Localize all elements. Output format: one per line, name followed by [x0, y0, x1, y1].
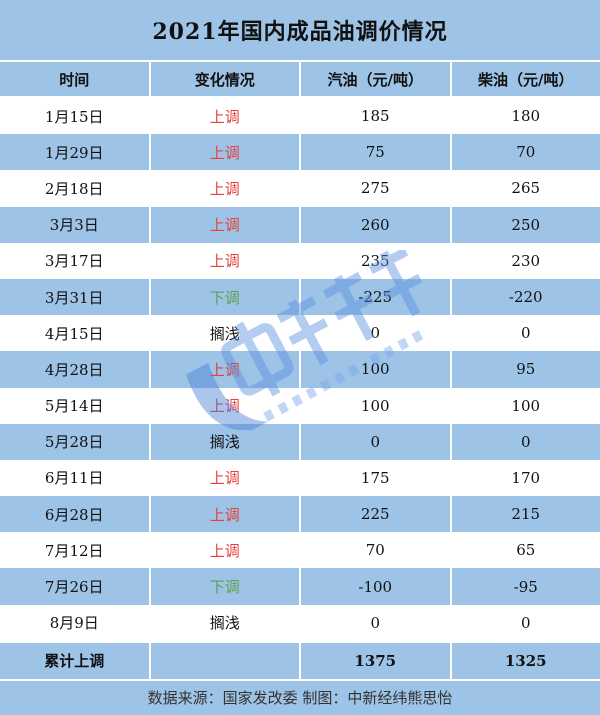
date-cell: 5月14日	[0, 388, 151, 424]
date-cell: 2月18日	[0, 170, 151, 206]
diesel-cell: 265	[452, 170, 600, 206]
date-cell: 4月15日	[0, 315, 151, 351]
header-change: 变化情况	[151, 62, 302, 96]
change-cell: 上调	[151, 243, 302, 279]
diesel-cell: 215	[452, 496, 600, 532]
gasoline-cell: -225	[301, 279, 452, 315]
diesel-cell: -220	[452, 279, 600, 315]
change-cell: 上调	[151, 388, 302, 424]
date-cell: 6月28日	[0, 496, 151, 532]
date-cell: 1月15日	[0, 98, 151, 134]
date-cell: 8月9日	[0, 605, 151, 641]
change-cell: 上调	[151, 496, 302, 532]
date-cell: 4月28日	[0, 351, 151, 387]
diesel-cell: 250	[452, 207, 600, 243]
total-label: 累计上调	[0, 643, 151, 679]
diesel-cell: 0	[452, 424, 600, 460]
change-cell: 上调	[151, 532, 302, 568]
diesel-cell: 230	[452, 243, 600, 279]
change-cell: 搁浅	[151, 315, 302, 351]
total-change	[151, 643, 302, 679]
gasoline-cell: 0	[301, 424, 452, 460]
change-cell: 上调	[151, 207, 302, 243]
gasoline-cell: 100	[301, 351, 452, 387]
date-cell: 3月17日	[0, 243, 151, 279]
change-cell: 上调	[151, 134, 302, 170]
gasoline-cell: 0	[301, 605, 452, 641]
table-row: 3月31日下调-225-220	[0, 279, 600, 315]
change-cell: 搁浅	[151, 424, 302, 460]
diesel-cell: 0	[452, 315, 600, 351]
gasoline-cell: 275	[301, 170, 452, 206]
gasoline-cell: -100	[301, 568, 452, 604]
diesel-cell: 180	[452, 98, 600, 134]
diesel-cell: -95	[452, 568, 600, 604]
diesel-cell: 170	[452, 460, 600, 496]
date-cell: 6月11日	[0, 460, 151, 496]
gasoline-cell: 0	[301, 315, 452, 351]
date-cell: 1月29日	[0, 134, 151, 170]
source-footer: 数据来源：国家发改委 制图：中新经纬熊思怡	[0, 679, 600, 715]
total-row: 累计上调 1375 1325	[0, 641, 600, 679]
date-cell: 7月12日	[0, 532, 151, 568]
table-title: 2021年国内成品油调价情况	[0, 0, 600, 62]
header-diesel: 柴油（元/吨）	[452, 62, 600, 96]
date-cell: 5月28日	[0, 424, 151, 460]
change-cell: 搁浅	[151, 605, 302, 641]
change-cell: 上调	[151, 170, 302, 206]
gasoline-cell: 175	[301, 460, 452, 496]
gasoline-cell: 185	[301, 98, 452, 134]
diesel-cell: 70	[452, 134, 600, 170]
change-cell: 上调	[151, 351, 302, 387]
change-cell: 上调	[151, 98, 302, 134]
diesel-cell: 100	[452, 388, 600, 424]
change-cell: 下调	[151, 279, 302, 315]
total-diesel: 1325	[452, 643, 600, 679]
table-row: 7月26日下调-100-95	[0, 568, 600, 604]
header-row: 时间 变化情况 汽油（元/吨） 柴油（元/吨）	[0, 62, 600, 98]
change-cell: 上调	[151, 460, 302, 496]
gasoline-cell: 225	[301, 496, 452, 532]
date-cell: 7月26日	[0, 568, 151, 604]
date-cell: 3月31日	[0, 279, 151, 315]
gasoline-cell: 100	[301, 388, 452, 424]
diesel-cell: 95	[452, 351, 600, 387]
date-cell: 3月3日	[0, 207, 151, 243]
diesel-cell: 0	[452, 605, 600, 641]
gasoline-cell: 70	[301, 532, 452, 568]
change-cell: 下调	[151, 568, 302, 604]
gasoline-cell: 75	[301, 134, 452, 170]
diesel-cell: 65	[452, 532, 600, 568]
header-date: 时间	[0, 62, 151, 96]
header-gasoline: 汽油（元/吨）	[301, 62, 452, 96]
total-gasoline: 1375	[301, 643, 452, 679]
gasoline-cell: 235	[301, 243, 452, 279]
gasoline-cell: 260	[301, 207, 452, 243]
